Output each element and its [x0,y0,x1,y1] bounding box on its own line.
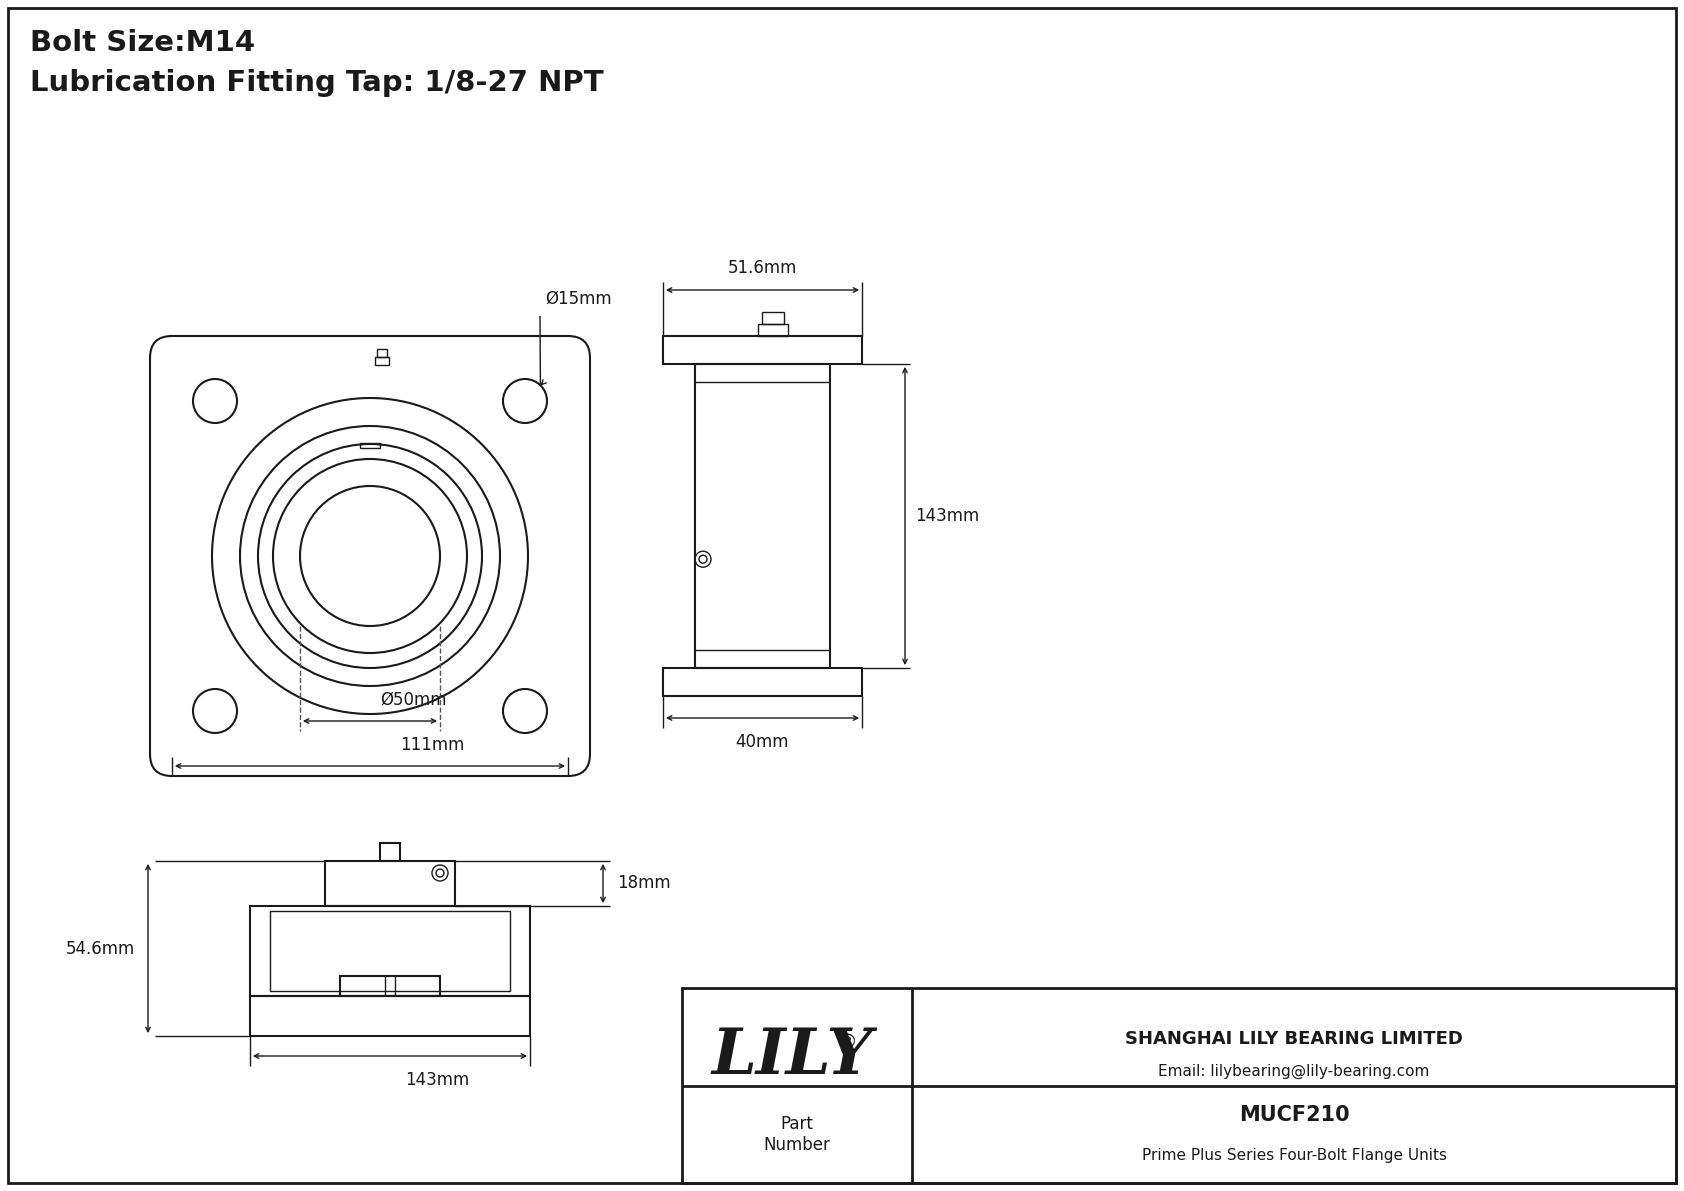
Bar [325,861,455,906]
Text: Lubrication Fitting Tap: 1/8-27 NPT: Lubrication Fitting Tap: 1/8-27 NPT [30,69,603,96]
Bar [758,324,788,336]
Text: 111mm: 111mm [401,736,465,754]
Bar [695,364,830,668]
Text: Part
Number: Part Number [763,1115,830,1154]
Text: 18mm: 18mm [616,874,670,892]
Text: Email: lilybearing@lily-bearing.com: Email: lilybearing@lily-bearing.com [1159,1065,1430,1079]
Text: ®: ® [837,1033,857,1052]
Text: 40mm: 40mm [736,732,790,752]
Bar [249,996,530,1036]
Text: SHANGHAI LILY BEARING LIMITED: SHANGHAI LILY BEARING LIMITED [1125,1030,1463,1048]
Bar [340,975,440,996]
Bar [376,357,389,364]
Text: Bolt Size:M14: Bolt Size:M14 [30,29,254,57]
Bar [663,336,862,364]
Bar [663,668,862,696]
Bar [682,989,1676,1183]
Bar [381,843,401,861]
Bar [761,312,783,324]
Text: Prime Plus Series Four-Bolt Flange Units: Prime Plus Series Four-Bolt Flange Units [1142,1148,1447,1164]
Text: 51.6mm: 51.6mm [727,258,797,278]
Bar [360,443,381,448]
Text: MUCF210: MUCF210 [1239,1105,1349,1125]
Text: 143mm: 143mm [404,1071,470,1089]
Bar [377,349,387,357]
Bar [269,911,510,991]
Text: 54.6mm: 54.6mm [66,940,135,958]
Text: Ø15mm: Ø15mm [546,289,611,308]
Text: LILY: LILY [711,1025,872,1087]
Text: 143mm: 143mm [914,507,980,525]
Bar [249,906,530,996]
Text: Ø50mm: Ø50mm [381,691,446,709]
